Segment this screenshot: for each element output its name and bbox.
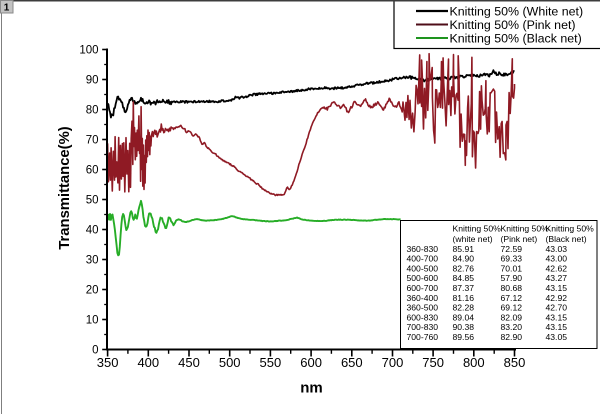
svg-text:81.16: 81.16	[453, 293, 475, 303]
svg-text:43.15: 43.15	[546, 312, 568, 322]
svg-text:69.12: 69.12	[501, 303, 523, 313]
svg-text:400-700: 400-700	[407, 254, 439, 264]
svg-text:1: 1	[4, 3, 10, 14]
svg-text:30: 30	[86, 254, 99, 266]
svg-text:67.12: 67.12	[501, 293, 523, 303]
svg-text:0: 0	[92, 344, 98, 356]
svg-text:360-500: 360-500	[407, 303, 439, 313]
svg-text:40: 40	[86, 224, 99, 236]
svg-text:360-400: 360-400	[407, 293, 439, 303]
svg-text:43.15: 43.15	[546, 322, 568, 332]
svg-text:nm: nm	[300, 380, 323, 397]
svg-text:84.85: 84.85	[453, 273, 475, 283]
svg-text:84.90: 84.90	[453, 254, 475, 264]
svg-text:70: 70	[86, 134, 99, 146]
svg-text:Knitting 50% (Pink net): Knitting 50% (Pink net)	[450, 18, 576, 32]
svg-text:Transmittance(%): Transmittance(%)	[57, 126, 73, 249]
svg-text:700-760: 700-760	[407, 332, 439, 342]
svg-text:360-830: 360-830	[407, 244, 439, 254]
svg-text:Knitting 50%: Knitting 50%	[501, 224, 550, 234]
svg-text:42.62: 42.62	[546, 263, 568, 273]
svg-text:43.03: 43.03	[546, 244, 568, 254]
svg-text:350: 350	[97, 355, 119, 370]
svg-text:82.90: 82.90	[501, 332, 523, 342]
svg-text:90.38: 90.38	[453, 322, 475, 332]
svg-text:400: 400	[137, 355, 159, 370]
svg-text:89.04: 89.04	[453, 312, 475, 322]
svg-text:700: 700	[382, 355, 404, 370]
svg-text:(Black net): (Black net)	[546, 234, 587, 244]
svg-text:87.37: 87.37	[453, 283, 475, 293]
svg-text:400-500: 400-500	[407, 263, 439, 273]
svg-text:72.59: 72.59	[501, 244, 523, 254]
svg-text:20: 20	[86, 284, 99, 296]
svg-text:(white net): (white net)	[453, 234, 493, 244]
svg-text:57.90: 57.90	[501, 273, 523, 283]
svg-text:600: 600	[300, 355, 322, 370]
svg-text:42.92: 42.92	[546, 293, 568, 303]
svg-text:850: 850	[504, 355, 526, 370]
svg-text:800: 800	[463, 355, 485, 370]
svg-text:70.01: 70.01	[501, 263, 523, 273]
svg-text:Knitting 50% (White net): Knitting 50% (White net)	[450, 4, 584, 18]
svg-text:82.09: 82.09	[501, 312, 523, 322]
svg-text:700-830: 700-830	[407, 322, 439, 332]
svg-text:550: 550	[260, 355, 282, 370]
svg-text:90: 90	[86, 74, 99, 86]
svg-text:89.56: 89.56	[453, 332, 475, 342]
svg-text:600-830: 600-830	[407, 312, 439, 322]
svg-text:50: 50	[86, 194, 99, 206]
svg-text:500-600: 500-600	[407, 273, 439, 283]
svg-text:Knitting 50% (Black net): Knitting 50% (Black net)	[450, 31, 582, 45]
svg-text:(Pink net): (Pink net)	[501, 234, 538, 244]
svg-text:69.33: 69.33	[501, 254, 523, 264]
svg-text:42.70: 42.70	[546, 303, 568, 313]
svg-text:43.05: 43.05	[546, 332, 568, 342]
svg-text:43.27: 43.27	[546, 273, 568, 283]
svg-text:60: 60	[86, 164, 99, 176]
svg-text:80: 80	[86, 104, 99, 116]
svg-text:80.68: 80.68	[501, 283, 523, 293]
svg-text:43.15: 43.15	[546, 283, 568, 293]
svg-text:43.00: 43.00	[546, 254, 568, 264]
svg-text:10: 10	[86, 314, 99, 326]
svg-text:450: 450	[178, 355, 200, 370]
svg-text:650: 650	[341, 355, 363, 370]
svg-text:82.76: 82.76	[453, 263, 475, 273]
svg-text:600-700: 600-700	[407, 283, 439, 293]
svg-text:500: 500	[219, 355, 241, 370]
svg-text:82.28: 82.28	[453, 303, 475, 313]
svg-text:83.20: 83.20	[501, 322, 523, 332]
svg-text:Knitting 50%: Knitting 50%	[546, 224, 595, 234]
svg-text:Knitting 50%: Knitting 50%	[453, 224, 502, 234]
svg-text:750: 750	[422, 355, 444, 370]
svg-text:85.91: 85.91	[453, 244, 475, 254]
svg-text:100: 100	[79, 44, 98, 56]
